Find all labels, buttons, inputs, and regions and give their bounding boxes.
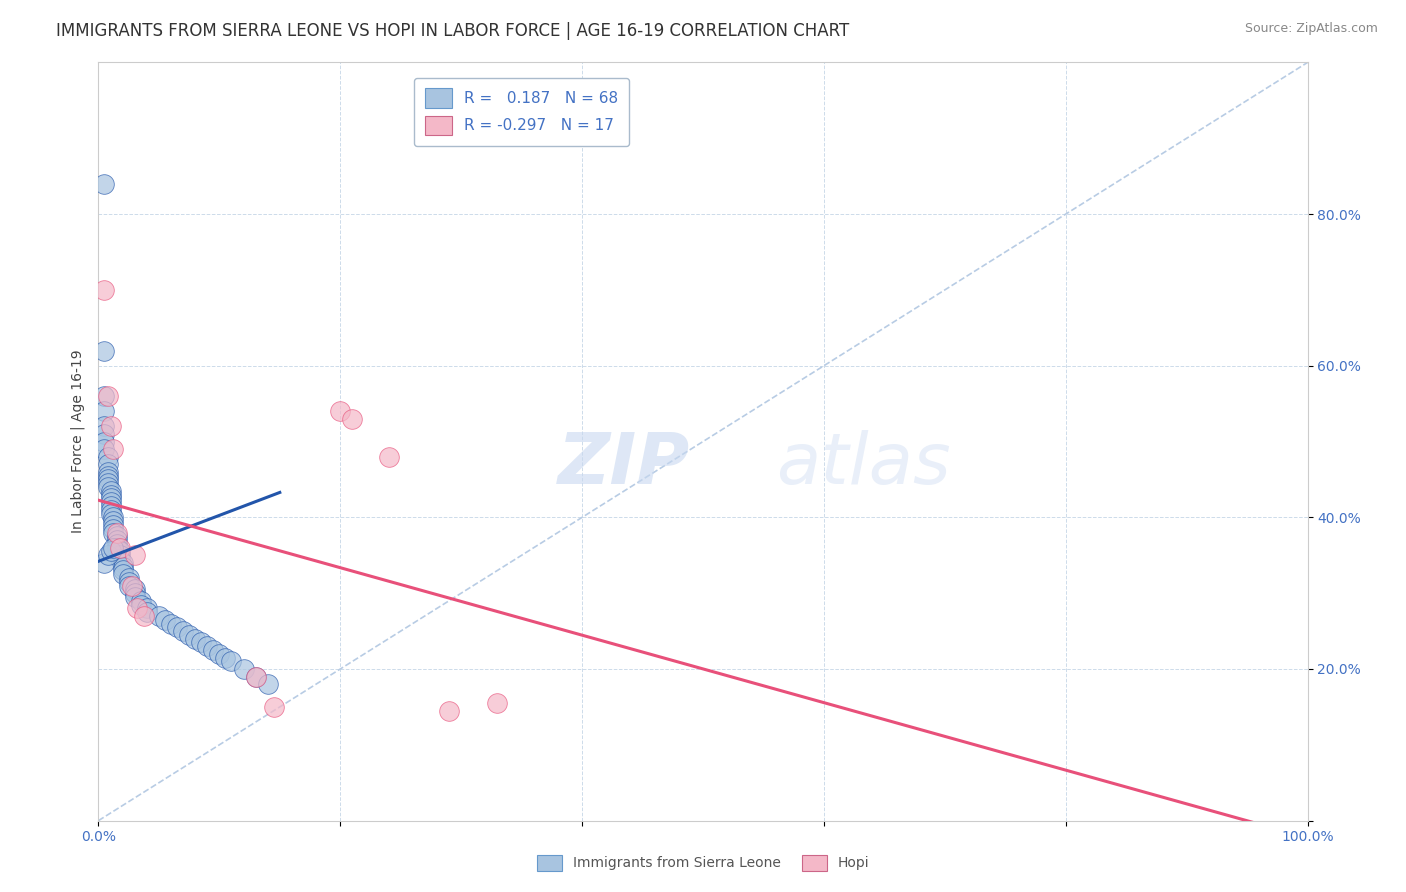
- Legend: R =   0.187   N = 68, R = -0.297   N = 17: R = 0.187 N = 68, R = -0.297 N = 17: [413, 78, 630, 146]
- Point: [208, 647, 231, 661]
- Point: [101, 510, 124, 524]
- Point: [93, 343, 115, 358]
- Point: [342, 412, 364, 426]
- Point: [135, 601, 157, 615]
- Point: [101, 522, 124, 536]
- Point: [134, 608, 156, 623]
- Point: [179, 628, 201, 642]
- Point: [93, 283, 115, 297]
- Point: [118, 571, 141, 585]
- Point: [97, 548, 120, 563]
- Point: [100, 419, 122, 434]
- Point: [124, 582, 146, 597]
- Point: [101, 514, 124, 528]
- Point: [108, 544, 131, 558]
- Point: [124, 586, 146, 600]
- Point: [129, 594, 152, 608]
- Point: [97, 458, 120, 472]
- Point: [93, 404, 115, 418]
- Point: [111, 559, 134, 574]
- Point: [101, 525, 124, 540]
- Text: IMMIGRANTS FROM SIERRA LEONE VS HOPI IN LABOR FORCE | AGE 16-19 CORRELATION CHAR: IMMIGRANTS FROM SIERRA LEONE VS HOPI IN …: [56, 22, 849, 40]
- Point: [100, 487, 122, 501]
- Point: [100, 483, 122, 498]
- Point: [100, 544, 122, 558]
- Point: [256, 677, 278, 691]
- Point: [93, 434, 115, 449]
- Point: [124, 590, 146, 604]
- Point: [93, 427, 115, 442]
- Point: [100, 495, 122, 509]
- Point: [221, 655, 243, 669]
- Point: [105, 537, 128, 551]
- Point: [486, 696, 509, 710]
- Point: [245, 669, 267, 683]
- Point: [97, 450, 120, 464]
- Point: [232, 662, 254, 676]
- Point: [105, 529, 128, 543]
- Point: [263, 699, 285, 714]
- Point: [100, 491, 122, 506]
- Point: [190, 635, 212, 649]
- Legend: Immigrants from Sierra Leone, Hopi: Immigrants from Sierra Leone, Hopi: [531, 849, 875, 876]
- Point: [118, 579, 141, 593]
- Point: [195, 639, 218, 653]
- Text: atlas: atlas: [776, 430, 950, 499]
- Point: [172, 624, 194, 639]
- Point: [93, 389, 115, 403]
- Point: [93, 419, 115, 434]
- Point: [93, 177, 115, 191]
- Point: [93, 556, 115, 570]
- Point: [108, 548, 131, 563]
- Point: [214, 650, 236, 665]
- Point: [124, 548, 146, 563]
- Point: [105, 533, 128, 548]
- Point: [153, 613, 176, 627]
- Point: [100, 499, 122, 513]
- Point: [111, 564, 134, 578]
- Point: [105, 541, 128, 555]
- Point: [105, 525, 128, 540]
- Point: [97, 389, 120, 403]
- Point: [121, 579, 143, 593]
- Point: [97, 480, 120, 494]
- Point: [118, 574, 141, 589]
- Text: Source: ZipAtlas.com: Source: ZipAtlas.com: [1244, 22, 1378, 36]
- Y-axis label: In Labor Force | Age 16-19: In Labor Force | Age 16-19: [70, 350, 84, 533]
- Point: [377, 450, 399, 464]
- Point: [97, 465, 120, 479]
- Point: [202, 643, 225, 657]
- Point: [184, 632, 207, 646]
- Point: [101, 442, 124, 457]
- Point: [329, 404, 352, 418]
- Point: [127, 601, 149, 615]
- Point: [93, 442, 115, 457]
- Point: [111, 567, 134, 582]
- Point: [108, 552, 131, 566]
- Point: [160, 616, 183, 631]
- Point: [97, 476, 120, 491]
- Point: [437, 704, 460, 718]
- Point: [97, 468, 120, 483]
- Point: [100, 507, 122, 521]
- Point: [129, 598, 152, 612]
- Point: [111, 556, 134, 570]
- Text: ZIP: ZIP: [558, 430, 690, 499]
- Point: [135, 605, 157, 619]
- Point: [100, 503, 122, 517]
- Point: [101, 517, 124, 532]
- Point: [101, 541, 124, 555]
- Point: [245, 669, 267, 683]
- Point: [108, 541, 131, 555]
- Point: [148, 608, 170, 623]
- Point: [166, 620, 188, 634]
- Point: [97, 473, 120, 487]
